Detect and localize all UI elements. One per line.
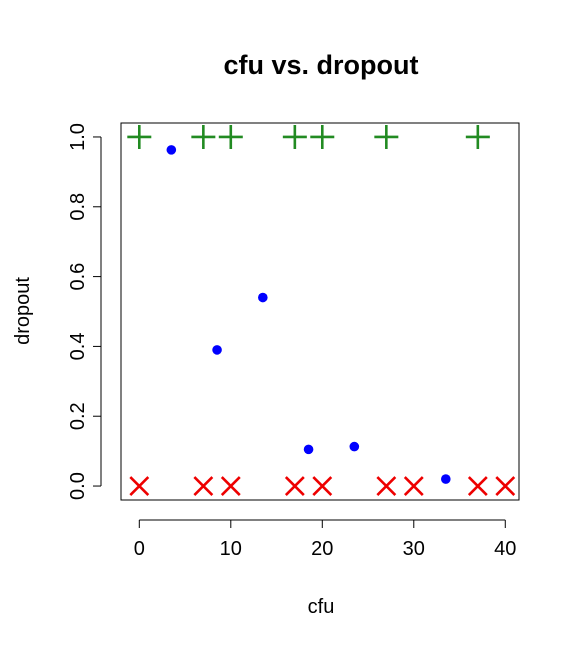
y-tick-label: 0.2 xyxy=(67,402,89,430)
cross-point xyxy=(467,476,488,496)
x-axis-label: cfu xyxy=(308,596,335,618)
plot-area-frame xyxy=(120,122,520,501)
y-tick-label: 0.8 xyxy=(67,193,89,221)
plus-point xyxy=(465,124,490,149)
cross-point xyxy=(495,476,516,496)
x-axis: 0 10 20 30 40 xyxy=(134,519,516,560)
circle-point xyxy=(303,444,314,455)
cross-point xyxy=(220,476,241,496)
data-points xyxy=(127,124,516,496)
circle-point xyxy=(212,345,222,355)
circle-point xyxy=(258,292,268,303)
circle-point xyxy=(349,441,360,452)
y-axis: 0.0 0.2 0.4 0.6 0.8 1.0 xyxy=(67,123,102,500)
chart-title: cfu vs. dropout xyxy=(224,50,419,80)
x-tick-label: 10 xyxy=(220,538,242,560)
plus-point xyxy=(282,124,307,149)
plus-point xyxy=(310,124,335,149)
x-tick-label: 0 xyxy=(134,538,145,560)
cross-point xyxy=(129,476,150,496)
x-tick-label: 40 xyxy=(494,538,516,560)
x-tick-label: 30 xyxy=(403,538,425,560)
cross-point xyxy=(193,476,214,496)
y-tick-label: 0.6 xyxy=(67,263,89,291)
cross-point xyxy=(403,476,424,496)
cross-point xyxy=(376,476,397,496)
plus-point xyxy=(127,124,152,149)
circle-point xyxy=(441,474,451,484)
y-tick-label: 1.0 xyxy=(67,123,89,151)
plus-point xyxy=(374,124,399,149)
y-tick-label: 0.4 xyxy=(67,333,89,361)
x-tick-label: 20 xyxy=(311,538,333,560)
plus-point xyxy=(218,124,243,149)
plus-point xyxy=(191,124,216,149)
cross-point xyxy=(312,476,333,496)
circle-point xyxy=(166,145,177,155)
cross-point xyxy=(284,476,305,496)
y-tick-label: 0.0 xyxy=(67,472,89,500)
y-axis-label: dropout xyxy=(12,277,34,345)
